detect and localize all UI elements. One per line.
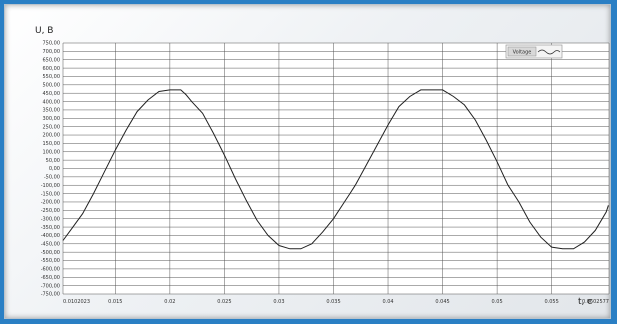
y-tick-label: -250,00 xyxy=(41,208,60,214)
x-tick-label: 0.02 xyxy=(164,299,175,305)
y-tick-label: 650,00 xyxy=(43,57,61,63)
y-tick-label: 100,00 xyxy=(43,149,61,155)
x-tick-label: 0.015 xyxy=(108,299,122,305)
y-tick-label: 200,00 xyxy=(43,133,61,139)
y-tick-label: -100,00 xyxy=(41,183,60,189)
x-tick-label: 0.035 xyxy=(326,299,340,305)
y-tick-label: 300,00 xyxy=(43,116,61,122)
x-tick-label: 0.04 xyxy=(382,299,393,305)
series-line xyxy=(62,89,609,250)
y-tick-label: -50,00 xyxy=(44,175,60,181)
legend-label: Voltage xyxy=(513,50,532,56)
y-tick-label: 250,00 xyxy=(43,124,61,130)
legend-line-sample xyxy=(537,49,561,55)
y-tick-label: -600,00 xyxy=(41,267,60,273)
y-tick-label: -350,00 xyxy=(41,225,60,231)
y-axis-ticks: 750,00 700,00 650,00 600,00 550,00 500,00 450,… xyxy=(41,41,60,298)
x-tick-label: 0.0102023 xyxy=(63,299,90,305)
y-axis-label: U, B xyxy=(35,26,53,36)
y-tick-label: -450,00 xyxy=(41,242,60,248)
y-tick-label: 450,00 xyxy=(43,91,61,97)
legend-label-box xyxy=(507,46,537,57)
x-axis-label: t, c xyxy=(578,297,592,307)
x-tick-label: 0.0602577 xyxy=(582,299,609,305)
y-tick-label: -150,00 xyxy=(41,191,60,197)
x-tick-label: 0.025 xyxy=(217,299,231,305)
y-tick-label: 600,00 xyxy=(43,66,61,72)
chart-panel: 750,00 700,00 650,00 600,00 550,00 500,00 450,… xyxy=(4,4,611,319)
y-tick-label: 550,00 xyxy=(43,74,61,80)
grid xyxy=(62,42,610,295)
y-tick-label: -650,00 xyxy=(41,275,60,281)
y-tick-label: 50,00 xyxy=(46,158,60,164)
y-tick-label: 400,00 xyxy=(43,99,61,105)
y-tick-label: -500,00 xyxy=(41,250,60,256)
y-tick-label: -550,00 xyxy=(41,258,60,264)
y-tick-label: -300,00 xyxy=(41,216,60,222)
y-tick-label: -700,00 xyxy=(41,283,60,289)
y-tick-label: -400,00 xyxy=(41,233,60,239)
voltage-chart: 750,00 700,00 650,00 600,00 550,00 500,00 450,… xyxy=(35,26,610,307)
y-tick-label: 350,00 xyxy=(43,108,61,114)
y-tick-label: -200,00 xyxy=(41,200,60,206)
y-tick-label: 0,00 xyxy=(49,166,60,172)
y-tick-label: -750,00 xyxy=(41,292,60,298)
y-tick-label: 500,00 xyxy=(43,83,61,89)
x-tick-label: 0.055 xyxy=(544,299,558,305)
legend: Voltage xyxy=(505,44,563,59)
y-tick-label: 750,00 xyxy=(43,41,61,47)
y-tick-label: 700,00 xyxy=(43,49,61,55)
y-tick-label: 150,00 xyxy=(43,141,61,147)
x-tick-label: 0.045 xyxy=(435,299,449,305)
x-tick-label: 0.03 xyxy=(273,299,284,305)
x-axis-ticks: 0.0102023 0.015 0.02 0.025 0.03 0.035 0.04 0.04… xyxy=(63,299,609,305)
x-tick-label: 0.05 xyxy=(492,299,503,305)
